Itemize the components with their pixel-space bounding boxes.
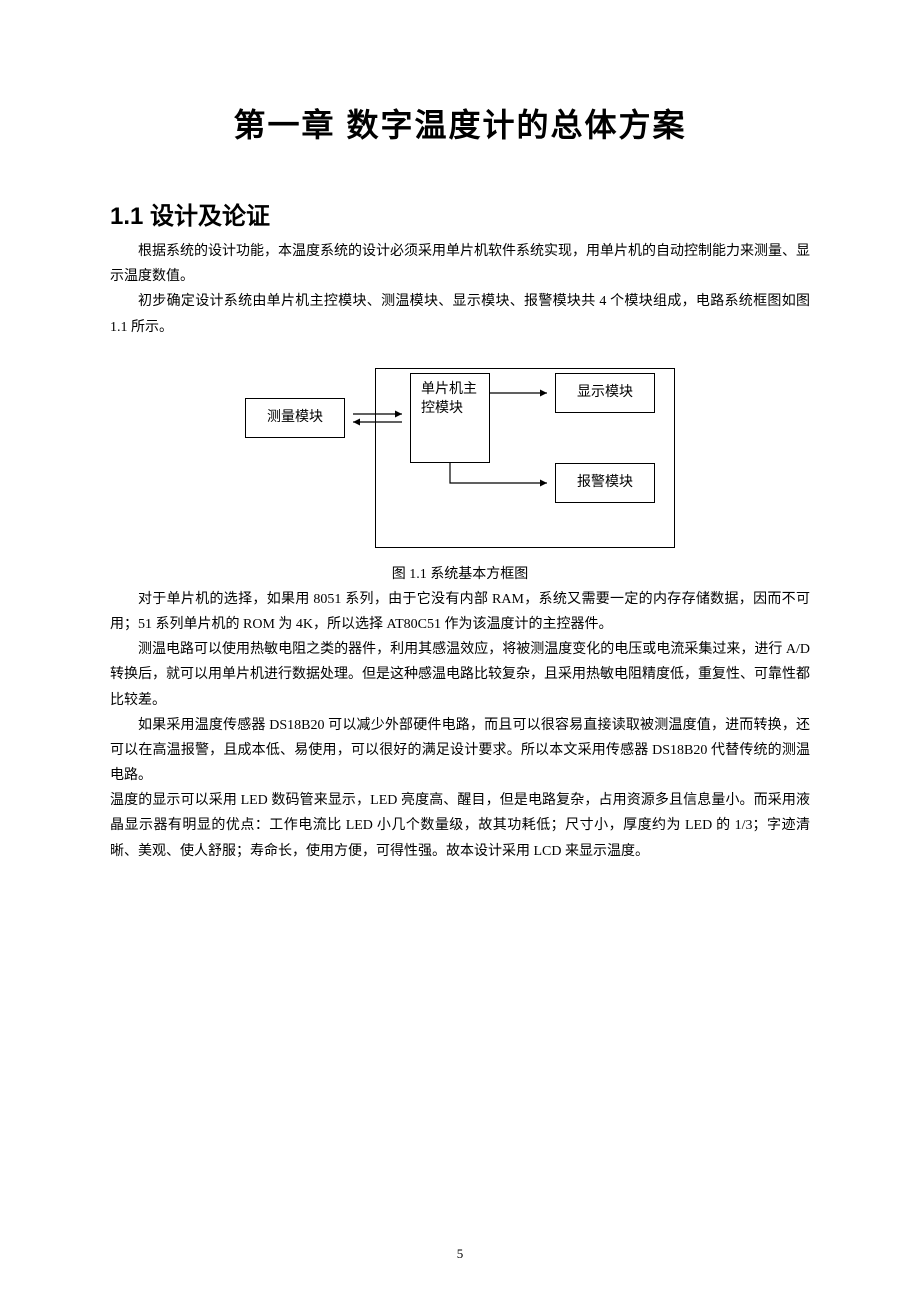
section-1-1-heading: 1.1 设计及论证 (110, 196, 810, 231)
block-mcu-module: 单片机主控模块 (410, 373, 490, 463)
paragraph-2: 初步确定设计系统由单片机主控模块、测温模块、显示模块、报警模块共 4 个模块组成… (110, 289, 810, 339)
page-number: 5 (0, 1246, 920, 1262)
paragraph-3: 对于单片机的选择，如果用 8051 系列，由于它没有内部 RAM，系统又需要一定… (110, 587, 810, 637)
paragraph-6: 温度的显示可以采用 LED 数码管来显示，LED 亮度高、醒目，但是电路复杂，占… (110, 788, 810, 864)
document-page: 第一章 数字温度计的总体方案 1.1 设计及论证 根据系统的设计功能，本温度系统… (0, 0, 920, 1302)
paragraph-5: 如果采用温度传感器 DS18B20 可以减少外部硬件电路，而且可以很容易直接读取… (110, 713, 810, 789)
chapter-title: 第一章 数字温度计的总体方案 (110, 100, 810, 146)
block-measure-module: 测量模块 (245, 398, 345, 438)
figure-1-1-caption: 图 1.1 系统基本方框图 (110, 563, 810, 583)
block-display-module: 显示模块 (555, 373, 655, 413)
paragraph-4: 测温电路可以使用热敏电阻之类的器件，利用其感温效应，将被测温度变化的电压或电流采… (110, 637, 810, 713)
block-alarm-module: 报警模块 (555, 463, 655, 503)
paragraph-1: 根据系统的设计功能，本温度系统的设计必须采用单片机软件系统实现，用单片机的自动控… (110, 239, 810, 289)
system-block-diagram: 测量模块 单片机主控模块 显示模块 报警模块 (245, 368, 675, 553)
